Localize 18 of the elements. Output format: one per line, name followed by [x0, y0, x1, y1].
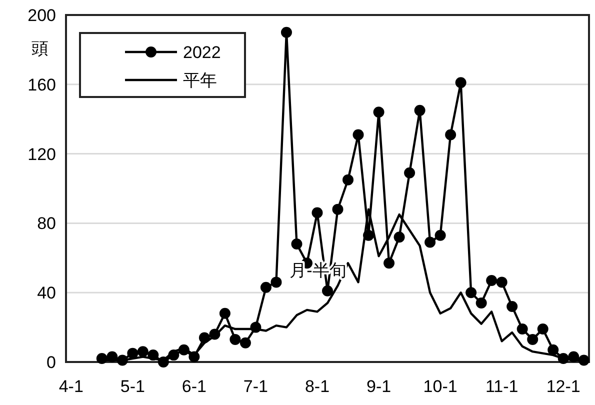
x-tick-label: 9-1 — [366, 377, 392, 396]
x-tick-label: 5-1 — [120, 377, 145, 396]
x-tick-label: 7-1 — [243, 377, 268, 396]
x-tick-label: 11-1 — [485, 377, 518, 396]
y-tick-label: 80 — [37, 214, 56, 234]
y-tick-label: 160 — [28, 75, 56, 94]
legend-label: 2022 — [183, 43, 221, 62]
x-tick-label: 4-1 — [58, 377, 84, 396]
x-tick-label: 10-1 — [423, 377, 458, 396]
x-tick-label: 12-1 — [546, 377, 580, 396]
x-tick-label: 8-1 — [304, 377, 330, 396]
y-tick-label: 200 — [28, 6, 56, 25]
y-axis-title: 頭 — [32, 39, 48, 58]
y-tick-label: 0 — [46, 353, 56, 372]
y-tick-label: 40 — [37, 284, 56, 303]
x-tick-label: 6-1 — [182, 377, 206, 396]
legend-label: 平年 — [183, 71, 217, 90]
y-tick-label: 120 — [28, 144, 56, 164]
